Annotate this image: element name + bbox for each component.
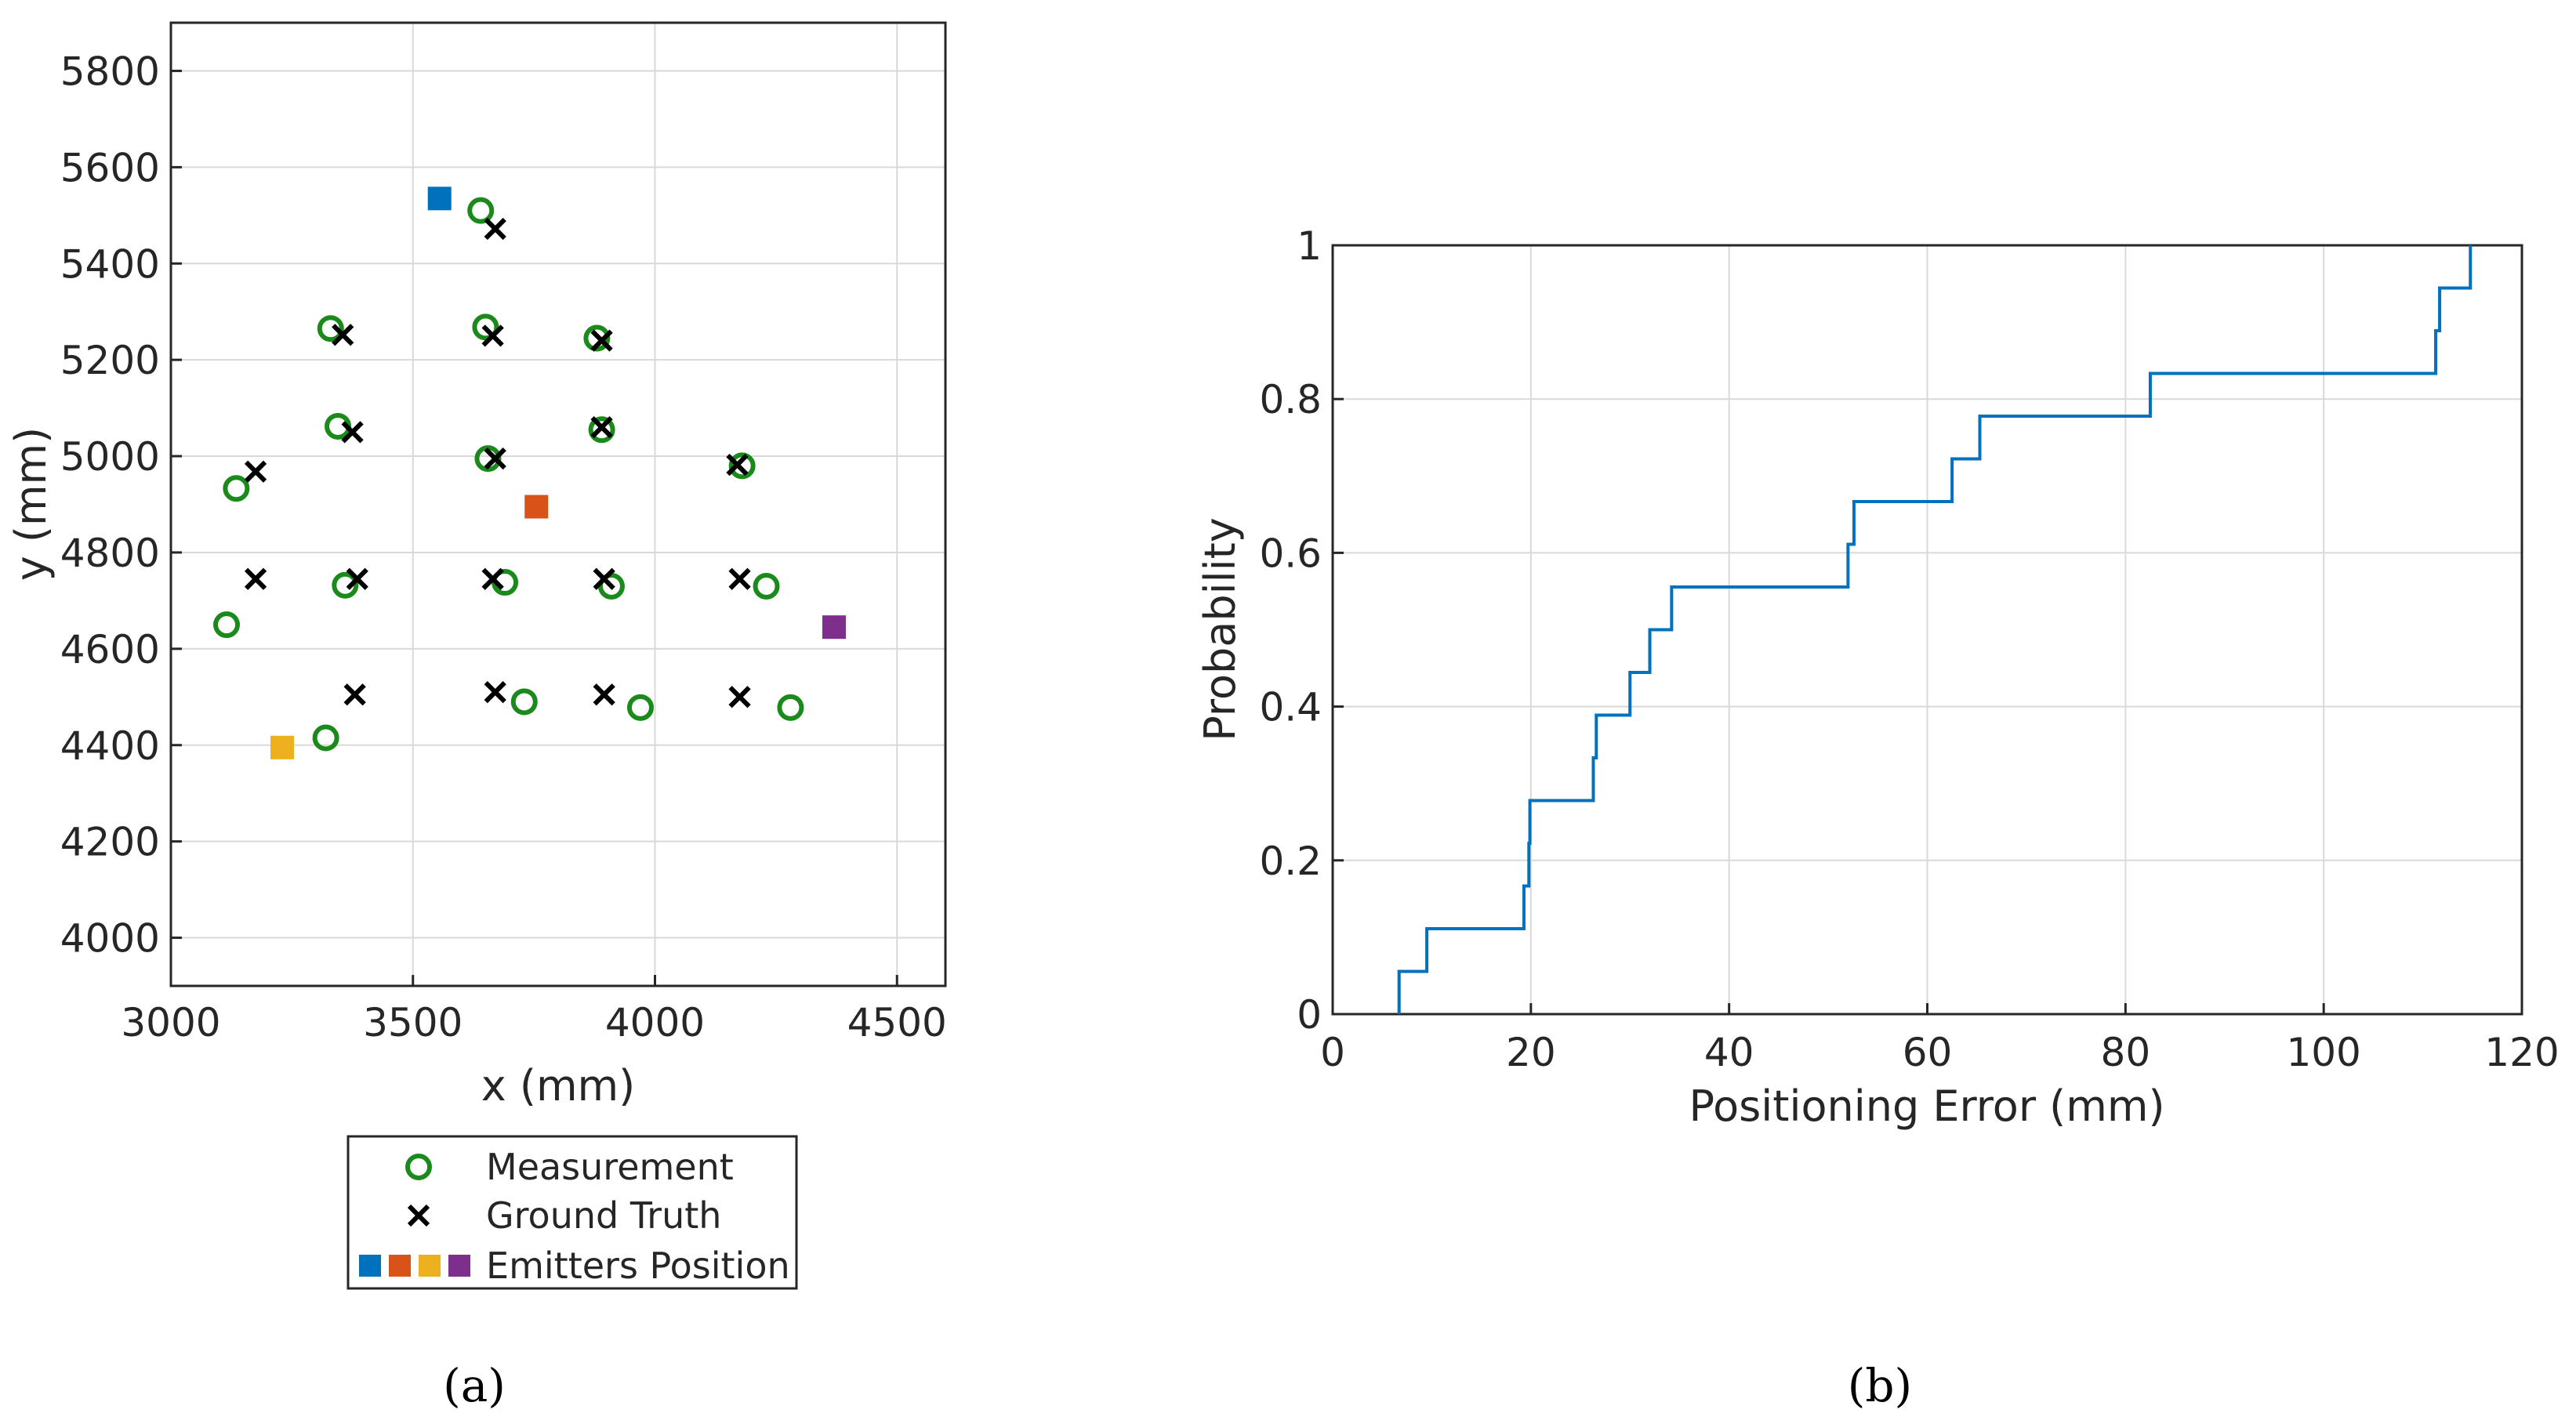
cdf-y-tick-labels: 0 0.2 0.4 0.6 0.8 1 bbox=[1259, 223, 1322, 1038]
measurement-point bbox=[312, 724, 339, 752]
scatter-y-tick-label: 5800 bbox=[60, 49, 160, 94]
emitter-point bbox=[427, 187, 452, 211]
scatter-x-tick-label: 3000 bbox=[121, 1000, 220, 1045]
ground-truth-point bbox=[346, 567, 368, 590]
ground-truth-point bbox=[484, 217, 506, 241]
scatter-y-tick-label: 5400 bbox=[60, 241, 160, 287]
ground-truth-point bbox=[244, 567, 267, 590]
scatter-y-tick-label: 5600 bbox=[60, 145, 160, 190]
panel-b-caption: (b) bbox=[1848, 1359, 1912, 1412]
cdf-y-tick-label: 0.2 bbox=[1259, 839, 1322, 884]
legend-emitter-marker-blue bbox=[359, 1255, 381, 1277]
measurement-point bbox=[317, 315, 344, 342]
ground-truth-point bbox=[244, 460, 267, 483]
ground-truth-point bbox=[593, 567, 615, 590]
measurement-point bbox=[474, 445, 502, 473]
cdf-x-axis-label: Positioning Error (mm) bbox=[1689, 1082, 2164, 1131]
scatter-plot-frame bbox=[169, 21, 947, 987]
cdf-step-line bbox=[1397, 245, 2473, 1014]
scatter-x-tick-labels: 3000 3500 4000 4500 bbox=[121, 1000, 947, 1045]
ground-truth-point bbox=[728, 567, 751, 590]
cdf-y-axis-label: Probability bbox=[1195, 517, 1245, 741]
scatter-marks bbox=[213, 187, 846, 759]
scatter-y-tick-label: 5000 bbox=[60, 434, 160, 480]
measurement-point bbox=[626, 694, 654, 721]
scatter-y-tick-labels: 4000 4200 4400 4600 4800 5000 5200 5400 5600 5800 bbox=[60, 49, 160, 961]
emitter-point bbox=[270, 735, 295, 759]
cdf-x-tick-label: 100 bbox=[2286, 1030, 2360, 1075]
ground-truth-point bbox=[341, 421, 364, 444]
cdf-plot-frame bbox=[1331, 244, 2523, 1016]
measurement-point bbox=[332, 571, 359, 599]
cdf-y-tick-label: 0.4 bbox=[1259, 685, 1322, 730]
cdf-y-tick-label: 0.6 bbox=[1259, 531, 1322, 576]
scatter-y-tick-label: 5200 bbox=[60, 338, 160, 383]
cdf-x-tick-label: 60 bbox=[1903, 1030, 1953, 1075]
cdf-x-tick-label: 40 bbox=[1704, 1030, 1754, 1075]
cdf-y-tick-label: 0.8 bbox=[1259, 377, 1322, 422]
scatter-panel: 4000 4200 4400 4600 4800 5000 5200 5400 5600 5800… bbox=[6, 21, 947, 1412]
measurement-point bbox=[472, 313, 499, 341]
measurement-point bbox=[588, 416, 615, 444]
measurement-point bbox=[753, 572, 780, 600]
ground-truth-point bbox=[593, 683, 615, 706]
cdf-x-tick-label: 0 bbox=[1320, 1030, 1345, 1075]
ground-truth-point bbox=[590, 416, 613, 439]
measurement-point bbox=[777, 694, 804, 721]
ground-truth-point bbox=[726, 453, 749, 476]
scatter-y-tick-label: 4800 bbox=[60, 531, 160, 576]
measurement-point bbox=[597, 572, 625, 600]
ground-truth-point bbox=[481, 567, 504, 590]
legend-emitter-marker-yellow bbox=[419, 1255, 441, 1277]
scatter-y-tick-label: 4000 bbox=[60, 916, 160, 962]
cdf-x-tick-label: 80 bbox=[2101, 1030, 2151, 1075]
cdf-marks bbox=[1397, 245, 2473, 1014]
cdf-x-tick-labels: 0 20 40 60 80 100 120 bbox=[1320, 1030, 2560, 1075]
ground-truth-point bbox=[343, 683, 366, 706]
measurement-point bbox=[223, 475, 250, 502]
scatter-y-tick-label: 4400 bbox=[60, 723, 160, 769]
ground-truth-point bbox=[332, 324, 354, 346]
cdf-y-tick-label: 1 bbox=[1297, 223, 1322, 269]
scatter-x-tick-label: 4000 bbox=[605, 1000, 705, 1045]
scatter-x-tick-label: 3500 bbox=[363, 1000, 463, 1045]
legend-measurement-marker bbox=[405, 1154, 432, 1180]
scatter-x-tick-label: 4500 bbox=[847, 1000, 947, 1045]
legend-emitter-marker-orange bbox=[389, 1255, 411, 1277]
measurement-point bbox=[728, 452, 756, 480]
scatter-x-axis-label: x (mm) bbox=[481, 1061, 635, 1111]
scatter-legend: Measurement Ground Truth Emitters Positi… bbox=[346, 1135, 798, 1290]
ground-truth-point bbox=[590, 329, 613, 352]
measurement-point bbox=[510, 688, 538, 716]
scatter-y-axis-label: y (mm) bbox=[6, 427, 56, 581]
ground-truth-point bbox=[728, 686, 751, 708]
cdf-grid bbox=[1331, 244, 2523, 1016]
scatter-y-tick-label: 4600 bbox=[60, 627, 160, 672]
cdf-x-tick-label: 120 bbox=[2484, 1030, 2559, 1075]
measurement-point bbox=[583, 324, 611, 352]
panel-a-caption: (a) bbox=[443, 1359, 506, 1412]
ground-truth-point bbox=[484, 681, 506, 704]
legend-emitter-marker-purple bbox=[448, 1255, 470, 1277]
legend-ground-truth-marker bbox=[407, 1204, 430, 1227]
measurement-point bbox=[213, 611, 241, 639]
cdf-y-tick-label: 0 bbox=[1297, 992, 1322, 1038]
ground-truth-point bbox=[481, 324, 504, 347]
emitter-point bbox=[524, 495, 549, 519]
measurement-point bbox=[467, 197, 495, 224]
scatter-y-tick-label: 4200 bbox=[60, 820, 160, 865]
ground-truth-point bbox=[484, 447, 506, 470]
emitter-point bbox=[822, 615, 846, 640]
legend-label-emitters: Emitters Position bbox=[486, 1245, 790, 1287]
legend-label-measurement: Measurement bbox=[486, 1146, 734, 1188]
cdf-panel: 0 0.2 0.4 0.6 0.8 1 0 20 40 60 80 100 120 Positioni… bbox=[1195, 223, 2560, 1412]
scatter-grid bbox=[169, 23, 945, 986]
cdf-x-tick-label: 20 bbox=[1506, 1030, 1556, 1075]
legend-label-ground-truth: Ground Truth bbox=[486, 1194, 721, 1237]
